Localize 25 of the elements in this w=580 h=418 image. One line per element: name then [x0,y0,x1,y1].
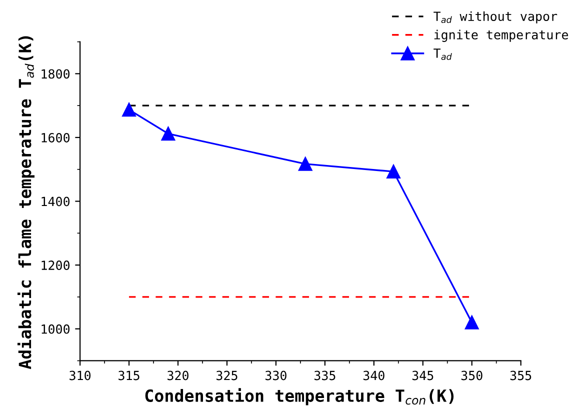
y-tick-label: 1800 [42,69,70,79]
y-tick-label: 1200 [42,260,70,270]
y-tick-label: 1400 [42,196,70,206]
y-axis-title: Adiabatic flame temperature T$_{ad}$(K) [17,36,35,370]
x-tick-label: 345 [412,370,434,380]
x-tick-label: 340 [363,370,384,380]
x-tick-label: 310 [70,370,91,380]
point [161,126,176,141]
x-tick-label: 355 [510,370,532,380]
legend-label: T$_{ad}$ without vapor [434,11,558,24]
point [386,164,400,179]
x-tick-label: 320 [168,370,188,380]
x-tick-label: 335 [314,370,336,380]
y-tick-label: 1600 [42,132,70,142]
point [464,316,479,330]
point [298,157,312,171]
x-tick-label: 330 [266,370,286,380]
x-axis-title: Condensation temperature T$_{con}$(K) [145,388,454,406]
x-tick-label: 350 [461,370,482,380]
point [122,102,136,117]
legend-label: T$_{ad}$ [434,48,452,60]
x-tick-label: 325 [216,370,238,380]
x-tick-label: 315 [118,370,140,380]
y-tick-label: 1000 [42,324,70,334]
legend-label: ignite temperature [434,30,568,42]
